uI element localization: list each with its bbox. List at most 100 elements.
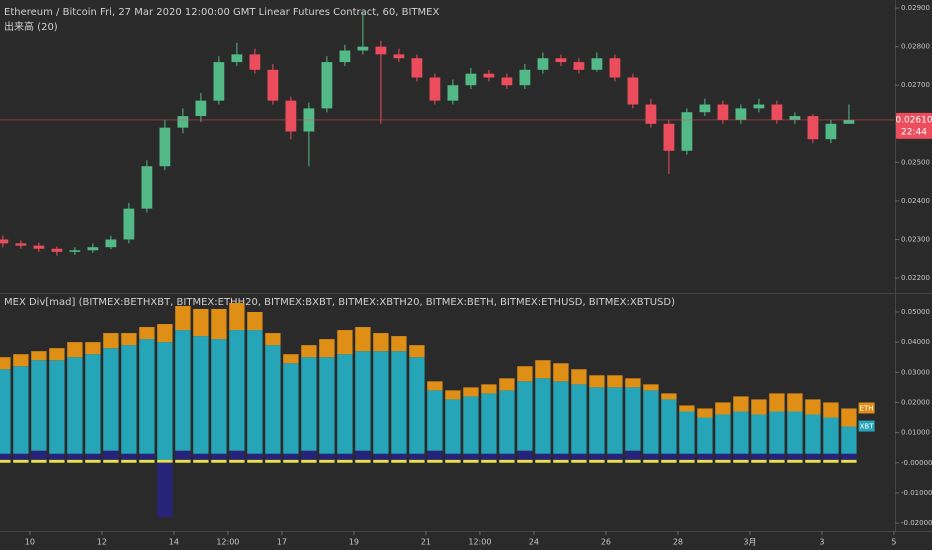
bar-segment: [283, 459, 299, 463]
bar-segment: [499, 390, 515, 454]
candle-body: [159, 127, 171, 167]
bar-segment: [157, 462, 173, 518]
x-tick-label: 21: [421, 538, 431, 547]
x-tick-label: 28: [673, 538, 683, 547]
bar-segment: [499, 459, 515, 463]
bar-segment: [823, 402, 839, 418]
candle-body: [807, 116, 819, 140]
bar-segment: [139, 339, 155, 454]
bar-segment: [517, 450, 533, 460]
candle-body: [249, 54, 261, 70]
y-tick-label: 0.02800: [901, 43, 930, 51]
x-tick-label: 24: [529, 538, 539, 547]
candle-body: [51, 248, 63, 252]
bar-segment: [733, 453, 749, 460]
candle-body: [339, 50, 351, 63]
candle-body: [15, 243, 27, 246]
bar-segment: [733, 396, 749, 412]
bar-segment: [139, 327, 155, 340]
candle-body: [69, 250, 81, 252]
bar-segment: [139, 453, 155, 460]
chart-title: Ethereum / Bitcoin Fri, 27 Mar 2020 12:0…: [4, 7, 439, 18]
candle-body: [645, 104, 657, 124]
bar-segment: [121, 345, 137, 454]
bar-segment: [571, 384, 587, 454]
bar-segment: [445, 453, 461, 460]
bar-segment: [103, 459, 119, 463]
bar-segment: [697, 417, 713, 454]
candle-body: [213, 62, 225, 101]
candle-body: [429, 77, 441, 101]
x-tick-label: 19: [349, 538, 359, 547]
bar-segment: [247, 330, 263, 454]
bar-segment: [13, 459, 29, 463]
bar-segment: [427, 381, 443, 391]
bar-segment: [733, 459, 749, 463]
bar-segment: [0, 369, 11, 454]
candle-body: [681, 112, 693, 151]
bar-segment: [535, 360, 551, 379]
bar-segment: [121, 453, 137, 460]
bar-segment: [355, 351, 371, 451]
bar-segment: [769, 411, 785, 454]
bar-segment: [85, 354, 101, 454]
bar-segment: [463, 459, 479, 463]
bar-segment: [643, 453, 659, 460]
bar-segment: [337, 330, 353, 355]
last-price-tag: [896, 112, 932, 139]
bar-segment: [265, 453, 281, 460]
bar-segment: [805, 414, 821, 454]
bar-segment: [301, 345, 317, 358]
bar-segment: [247, 453, 263, 460]
bar-segment: [391, 459, 407, 463]
bar-segment: [733, 411, 749, 454]
bar-segment: [391, 351, 407, 454]
bar-segment: [823, 453, 839, 460]
bar-segment: [175, 450, 191, 460]
bar-segment: [445, 390, 461, 400]
bar-segment: [679, 411, 695, 454]
bar-segment: [661, 399, 677, 454]
bar-segment: [103, 450, 119, 460]
candle-body: [465, 73, 477, 86]
bar-segment: [661, 393, 677, 400]
bar-segment: [679, 453, 695, 460]
candle-body: [843, 119, 855, 124]
candle-body: [375, 46, 387, 55]
bar-segment: [319, 339, 335, 358]
y-tick-label: 0.02400: [901, 197, 930, 205]
candle-body: [663, 123, 675, 151]
bar-segment: [823, 459, 839, 463]
bar-segment: [211, 459, 227, 463]
bar-segment: [535, 459, 551, 463]
bar-segment: [337, 354, 353, 454]
candle-body: [501, 77, 513, 86]
bar-segment: [571, 369, 587, 385]
bar-segment: [157, 324, 173, 343]
bar-segment: [409, 453, 425, 460]
bar-segment: [211, 453, 227, 460]
bar-segment: [805, 459, 821, 463]
candle-body: [735, 108, 747, 120]
bar-segment: [787, 459, 803, 463]
candle-body: [105, 239, 117, 248]
x-tick-label: 12:00: [468, 538, 491, 547]
bar-segment: [769, 453, 785, 460]
bar-segment: [751, 453, 767, 460]
candle-body: [717, 104, 729, 120]
bar-segment: [337, 453, 353, 460]
bar-segment: [607, 375, 623, 388]
series-tag-label: XBT: [860, 423, 875, 431]
candle-body: [447, 85, 459, 101]
bar-segment: [751, 414, 767, 454]
bar-segment: [553, 363, 569, 382]
bar-segment: [67, 459, 83, 463]
candle-body: [33, 245, 45, 249]
bar-segment: [625, 459, 641, 463]
bar-segment: [751, 459, 767, 463]
y-tick-label: 0.02000: [901, 398, 930, 406]
candle-body: [825, 123, 837, 140]
bar-segment: [841, 426, 857, 454]
candle-body: [267, 69, 279, 101]
